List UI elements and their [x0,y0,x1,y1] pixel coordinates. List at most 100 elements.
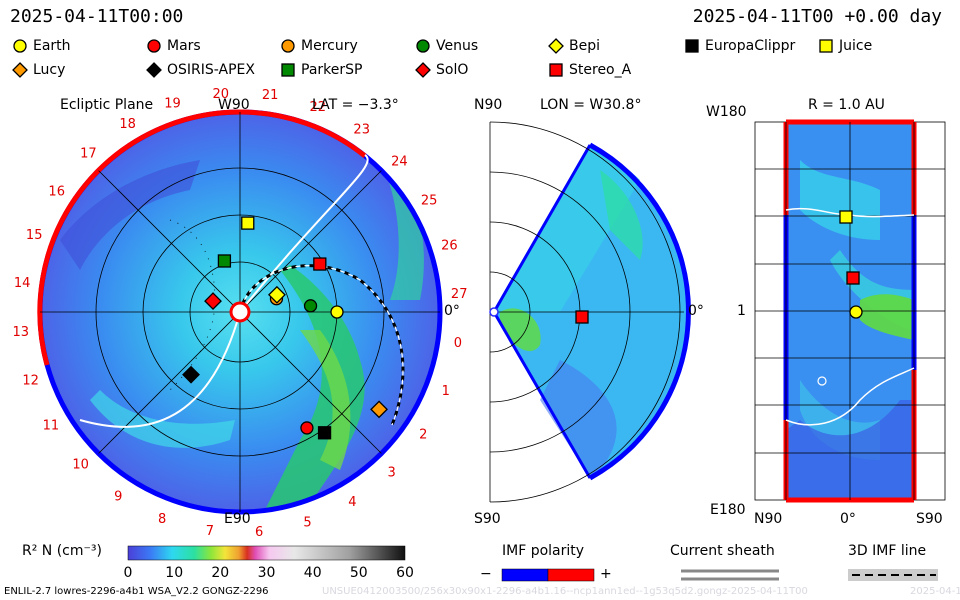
meridional-plane-panel [489,121,691,503]
marker-stereo-a-meridional [575,310,589,324]
legend-item-juice: Juice [818,38,872,54]
marker-solo [204,292,222,311]
colorbar-tick-label: 0 [124,565,133,581]
colorbar-ticks: 0 10 20 30 40 50 60 [124,565,414,581]
legend-item-mercury: Mercury [280,38,358,54]
colorbar-tick-label: 50 [350,565,368,581]
meridional-lon-label: LON = W30.8° [540,97,642,113]
rotation-number: 19 [164,97,181,112]
meridional-bottom-label: S90 [474,511,501,527]
marker-earth-radial [849,305,863,319]
radial-bottom-left-label: E180 [710,502,746,518]
marker-venus [303,299,318,313]
rotation-number: 14 [14,276,31,291]
legend-label: Lucy [33,62,66,78]
rotation-number: 13 [13,325,30,340]
colorbar-tick-label: 10 [165,565,183,581]
rotation-number: 16 [48,184,65,199]
legend-label: Mars [167,38,201,54]
rotation-number: 3 [387,465,395,480]
imf-polarity-label: IMF polarity [502,543,585,559]
legend-label: OSIRIS-APEX [167,62,255,78]
rotation-number: 4 [348,495,356,510]
rotation-number: 24 [391,154,408,169]
imf-polarity-positive-swatch [547,568,595,582]
rotation-number-ring: 20 21222324252627012345678910111213141516… [13,87,468,540]
timestamp-right: 2025-04-11T00 +0.00 day [692,6,942,27]
ecliptic-polarity-arc-red [37,109,241,366]
rotation-number: 10 [72,458,89,473]
rotation-number: 21 [262,88,279,103]
marker-earth [330,305,344,319]
watermark-date: 2025-04-12 [910,586,960,597]
rotation-number: 11 [43,418,60,433]
rotation-number: 6 [255,525,263,540]
radial-bottom-label-n: N90 [754,511,783,527]
square-icon [281,63,295,77]
ecliptic-bottom-label: E90 [224,511,251,527]
current-sheath-swatch [681,569,779,581]
imf-polarity-plus: + [600,566,612,582]
colorbar-tick-label: 60 [396,565,414,581]
circle-icon [281,39,295,53]
ecliptic-lat-label: LAT = −3.3° [312,97,399,113]
marker-stereo-a-radial [846,271,860,285]
legend-item-bepi: Bepi [548,38,600,54]
legend-label: Earth [33,38,71,54]
circle-icon [147,39,161,53]
rotation-number: 9 [114,489,122,504]
colorbar [127,545,406,561]
meridional-top-label: N90 [474,97,503,113]
rotation-number: 7 [206,524,214,539]
legend-label: Venus [436,38,479,54]
radial-shell-panel [754,119,946,503]
sun-icon [229,301,251,323]
imf-polarity-negative-swatch [501,568,549,582]
square-icon [685,39,699,53]
legend-label: Stereo_A [569,62,632,78]
ecliptic-plane-panel [37,109,443,515]
colorbar-label: R² N (cm⁻³) [22,543,102,559]
diamond-icon [12,62,28,78]
circle-icon [13,39,27,53]
rotation-number: 20 [213,87,230,102]
colorbar-tick-label: 20 [211,565,229,581]
panel-spacecraft-markers [575,210,863,324]
legend-label: EuropaClippr [705,38,796,54]
radial-r-label: R = 1.0 AU [808,97,885,113]
ecliptic-density-features [60,160,424,512]
imf-polarity-minus: − [480,566,492,582]
radial-top-left-label: W180 [706,104,747,120]
rotation-number: 25 [421,194,438,209]
marker-juice-radial [839,210,853,224]
legend-item-stereo-a: Stereo_A [548,62,631,78]
radial-mid-left-label: 1 [737,303,746,319]
watermark: UNSUE0412003500/256x30x90x1-2296-a4b1.16… [322,586,808,597]
rotation-number: 2 [419,428,427,443]
legend-item-venus: Venus [415,38,478,54]
radial-bottom-label-0: 0° [840,511,856,527]
imf-line-label: 3D IMF line [848,543,927,559]
current-sheath-label: Current sheath [670,543,775,559]
colorbar-tick-label: 40 [304,565,322,581]
legend-item-osiris-apex: OSIRIS-APEX [146,62,255,78]
marker-parkersp [217,254,232,268]
rotation-number: 5 [303,515,311,530]
rotation-number: 22 [310,100,327,115]
rotation-number: 0 [454,336,462,351]
ecliptic-right-label: 0° [444,303,460,319]
marker-europaclippr [317,426,332,440]
square-icon [549,63,563,77]
diamond-icon [415,62,431,78]
rotation-number: 8 [158,512,166,527]
meridional-right-label: 0° [688,303,704,319]
marker-bepi [268,285,286,304]
rotation-number: 23 [353,123,370,138]
marker-juice [241,216,255,230]
rotation-number: 27 [451,287,468,302]
circle-icon [416,39,430,53]
ecliptic-top-label: W90 [218,97,250,113]
marker-stereo-a [313,257,327,271]
radial-bottom-label-s: S90 [916,511,943,527]
